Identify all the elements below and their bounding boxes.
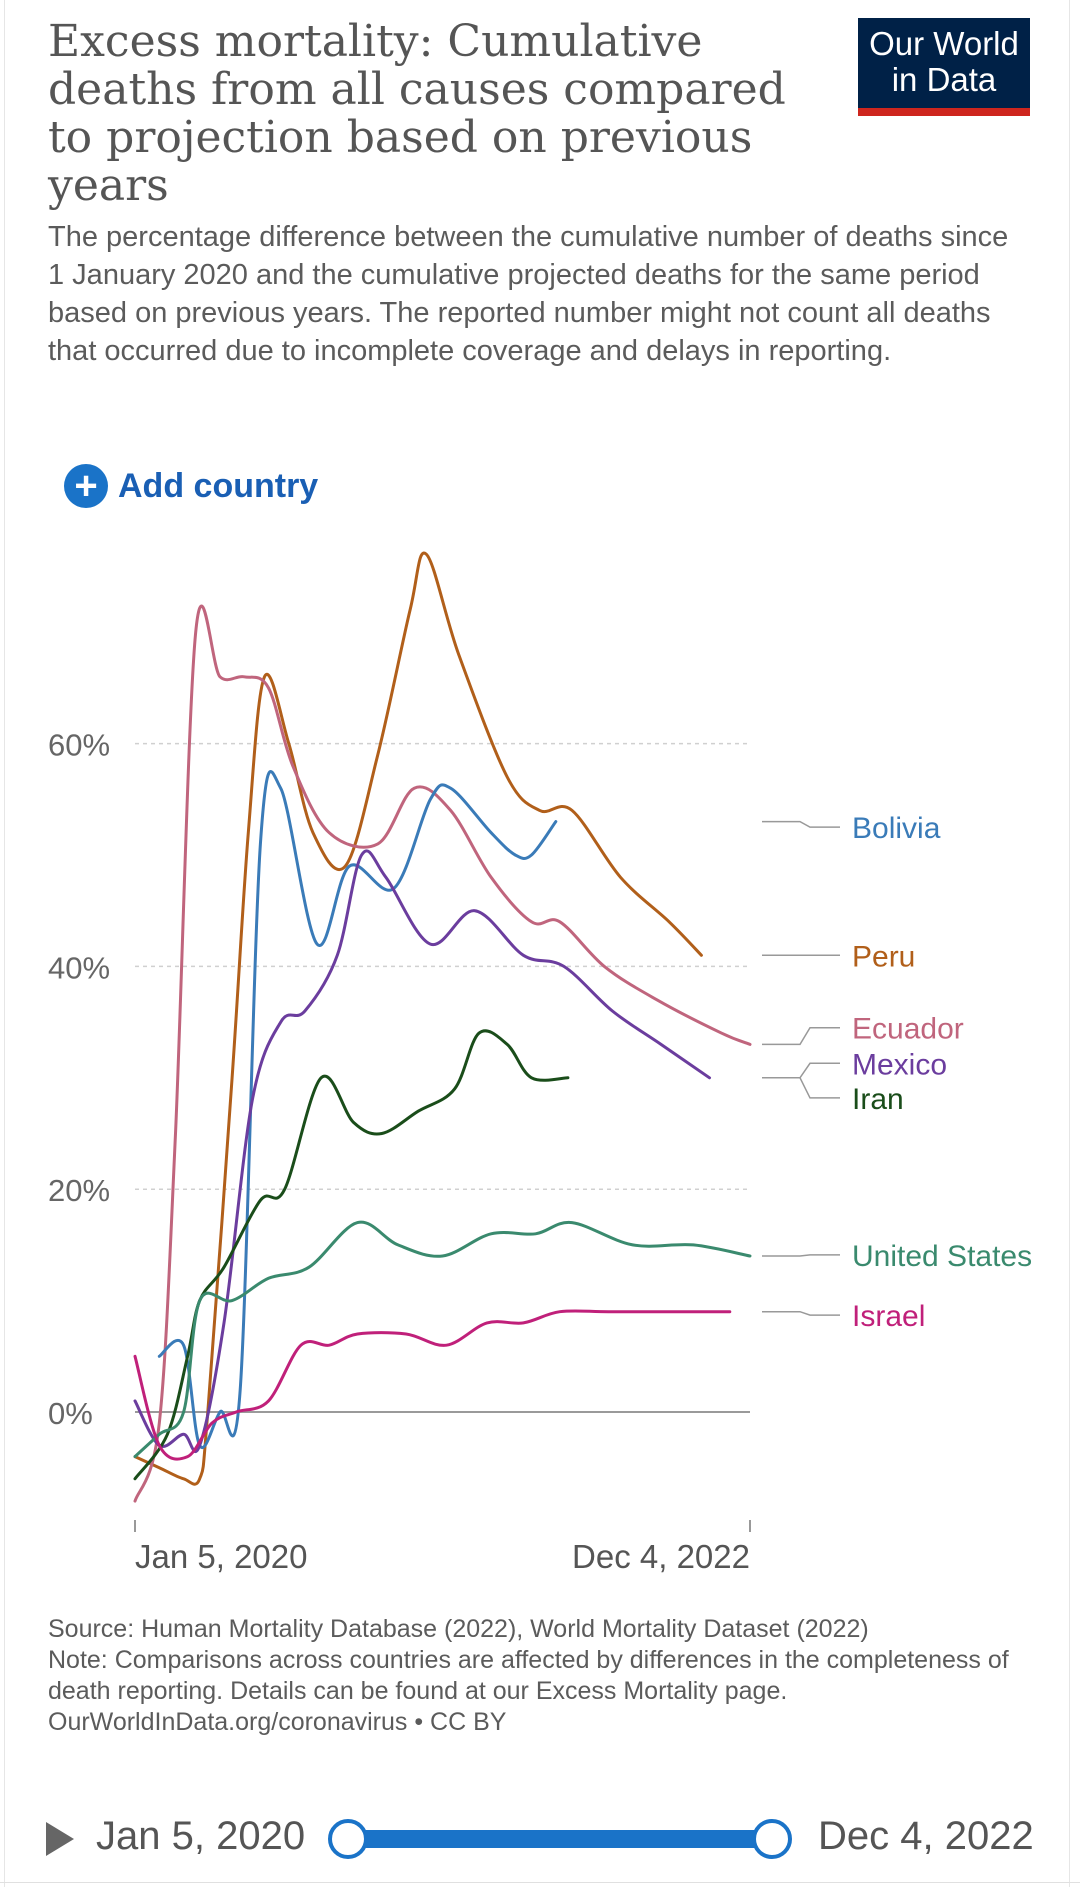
play-icon[interactable] (46, 1822, 74, 1856)
legend-connector-ecuador (762, 1026, 840, 1046)
legend-label-mexico: Mexico (852, 1048, 947, 1081)
y-tick-label-0: 0% (48, 1396, 93, 1431)
legend-connector-bolivia (762, 820, 840, 828)
note-text: Note: Comparisons across countries are a… (48, 1646, 1009, 1705)
series-line-united-states (133, 1220, 752, 1459)
legend-label-iran: Iran (852, 1083, 904, 1116)
logo-line-1: Our World (869, 25, 1019, 62)
legend-label-ecuador: Ecuador (852, 1013, 964, 1046)
source-text: Source: Human Mortality Database (2022),… (48, 1615, 869, 1643)
legend-connector-israel (762, 1310, 840, 1316)
legend-label-united-states: United States (852, 1240, 1032, 1273)
add-country-label: Add country (118, 466, 319, 505)
plus-icon: + (64, 464, 108, 508)
legend-label-peru: Peru (852, 940, 915, 973)
legend-connector-iran (762, 1077, 840, 1099)
owid-logo[interactable]: Our World in Data (858, 18, 1030, 116)
y-tick-label-20: 20% (48, 1173, 110, 1208)
add-country-button[interactable]: + Add country (64, 462, 318, 510)
timeline-track[interactable] (345, 1830, 770, 1848)
y-tick-label-40: 40% (48, 950, 110, 985)
timeline-end-handle[interactable] (752, 1819, 792, 1859)
timeline-end-label: Dec 4, 2022 (818, 1814, 1034, 1858)
line-chart: 0% 20% 40% 60% Jan 5, 2020 Dec 4, 2022 Bolivia… (48, 551, 1032, 1575)
chart-title: Excess mortality: Cumulative deaths from… (48, 16, 786, 211)
legend-connector-united-states (762, 1254, 840, 1257)
series-line-ecuador (133, 604, 752, 1503)
legend-label-israel: Israel (852, 1300, 925, 1333)
x-tick-label-start: Jan 5, 2020 (135, 1538, 307, 1575)
logo-line-2: in Data (891, 61, 997, 98)
chart-footer: Source: Human Mortality Database (2022),… (48, 1614, 1038, 1738)
series-line-mexico (133, 849, 711, 1454)
timeline-control: Jan 5, 2020 Dec 4, 2022 (0, 1800, 1080, 1880)
bottom-rule (0, 1882, 1080, 1883)
chart-subtitle: The percentage difference between the cu… (48, 221, 1009, 367)
series-line-bolivia (157, 770, 558, 1450)
legend-label-bolivia: Bolivia (852, 812, 941, 845)
chart-frame (4, 0, 1070, 1887)
x-tick-label-end: Dec 4, 2022 (572, 1538, 750, 1575)
series-line-israel (133, 1309, 732, 1461)
timeline-start-label: Jan 5, 2020 (96, 1814, 306, 1858)
legend-connector-mexico (762, 1062, 840, 1079)
credit-text[interactable]: OurWorldInData.org/coronavirus • CC BY (48, 1708, 507, 1736)
timeline-start-handle[interactable] (328, 1819, 368, 1859)
y-tick-label-60: 60% (48, 728, 110, 763)
